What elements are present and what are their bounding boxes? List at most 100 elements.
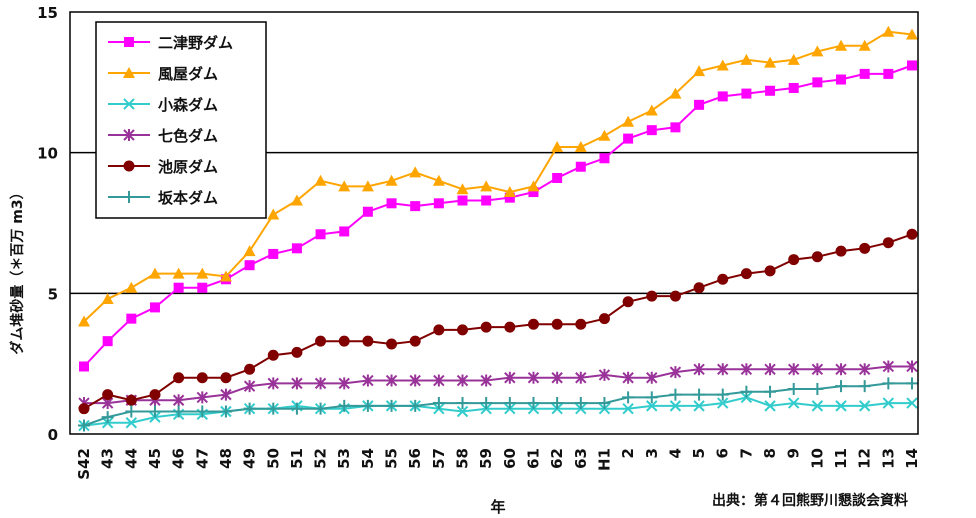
data-point-marker <box>693 363 705 376</box>
data-point-marker <box>645 391 658 404</box>
data-point-marker <box>385 399 398 412</box>
data-point-marker <box>126 313 137 324</box>
data-point-marker <box>243 380 256 393</box>
data-point-marker <box>196 267 209 279</box>
x-tick-label: 59 <box>477 448 495 469</box>
data-point-marker <box>243 402 256 415</box>
data-point-marker <box>290 402 303 415</box>
data-point-marker <box>764 363 776 376</box>
data-point-marker <box>527 371 540 384</box>
data-point-marker <box>314 402 327 415</box>
y-tick-label: 0 <box>48 426 58 444</box>
data-point-marker <box>551 371 563 384</box>
data-point-marker <box>622 371 634 384</box>
data-point-marker <box>882 377 895 390</box>
x-tick-label: 45 <box>146 448 164 469</box>
data-point-marker <box>669 87 682 99</box>
x-tick-label: 12 <box>856 448 874 469</box>
series-3 <box>78 360 918 410</box>
data-point-marker <box>504 371 516 384</box>
x-tick-label: 10 <box>808 448 826 469</box>
data-point-marker <box>362 206 373 217</box>
data-point-marker <box>385 374 398 387</box>
data-point-marker <box>480 321 492 333</box>
data-point-marker <box>433 324 445 336</box>
data-point-marker <box>361 399 374 412</box>
x-tick-label: 8 <box>761 448 779 458</box>
data-point-marker <box>314 377 327 390</box>
x-tick-label: 4 <box>666 448 684 458</box>
data-point-marker <box>102 336 113 347</box>
data-point-marker <box>906 377 918 390</box>
data-point-marker <box>788 397 800 409</box>
x-tick-label: 55 <box>383 448 401 469</box>
series-1 <box>78 25 918 327</box>
data-point-marker <box>598 129 611 141</box>
data-point-marker <box>527 180 540 192</box>
data-point-marker <box>172 267 185 279</box>
data-point-marker <box>598 313 610 325</box>
data-point-marker <box>622 402 634 415</box>
data-point-marker <box>645 104 658 116</box>
data-point-marker <box>787 53 800 65</box>
data-point-marker <box>717 363 729 376</box>
data-point-marker <box>551 318 563 330</box>
data-point-marker <box>740 268 752 280</box>
data-point-marker <box>409 335 421 347</box>
data-point-marker <box>552 172 563 183</box>
data-point-marker <box>409 166 422 178</box>
x-tick-label: 43 <box>99 448 117 469</box>
data-point-marker <box>574 141 587 153</box>
data-point-marker <box>716 388 729 401</box>
x-tick-label: 46 <box>170 448 188 469</box>
data-point-marker <box>219 270 232 282</box>
data-point-marker <box>574 397 587 410</box>
data-point-marker <box>858 363 871 376</box>
data-point-marker <box>197 282 208 293</box>
data-point-marker <box>788 82 799 93</box>
data-point-marker <box>669 366 682 379</box>
data-point-marker <box>717 273 729 285</box>
data-point-marker <box>694 99 705 110</box>
series-line <box>83 30 913 323</box>
data-point-marker <box>907 60 917 71</box>
data-point-marker <box>173 282 184 293</box>
data-point-marker <box>456 405 469 418</box>
data-point-marker <box>598 397 611 410</box>
data-point-marker <box>670 122 681 133</box>
data-point-marker <box>125 417 138 429</box>
y-axis-label: ダム堆砂量（＊百万 m3） <box>9 185 26 354</box>
x-tick-label: 48 <box>217 448 235 469</box>
data-point-marker <box>503 397 516 410</box>
data-point-marker <box>527 397 540 410</box>
legend-item: 七色ダム <box>108 127 218 145</box>
legend-label: 小森ダム <box>158 96 218 114</box>
data-point-marker <box>527 318 539 330</box>
data-point-marker <box>457 195 468 206</box>
source-note: 出典：第４回熊野川懇談会資料 <box>712 493 908 509</box>
data-point-marker <box>551 141 564 153</box>
data-point-marker <box>717 91 728 102</box>
x-tick-label: 63 <box>572 448 590 469</box>
x-tick-label: 62 <box>548 448 566 469</box>
data-point-marker <box>410 201 421 212</box>
data-point-marker <box>291 346 303 358</box>
legend-label: 池原ダム <box>158 158 218 176</box>
x-tick-label: 44 <box>122 448 140 469</box>
x-tick-label: 9 <box>785 448 803 458</box>
data-point-marker <box>79 361 89 372</box>
data-point-marker <box>906 228 918 240</box>
data-point-marker <box>764 56 777 68</box>
data-point-marker <box>882 25 895 37</box>
data-point-marker <box>812 77 823 88</box>
data-point-marker <box>291 243 302 254</box>
x-tick-label: 60 <box>501 448 519 469</box>
data-point-marker <box>386 338 398 350</box>
data-point-marker <box>669 400 682 412</box>
data-point-marker <box>811 45 824 57</box>
data-point-marker <box>78 403 90 415</box>
data-point-marker <box>172 405 185 418</box>
data-point-marker <box>646 371 658 384</box>
x-tick-label: 3 <box>643 448 661 458</box>
data-point-marker <box>859 242 871 254</box>
